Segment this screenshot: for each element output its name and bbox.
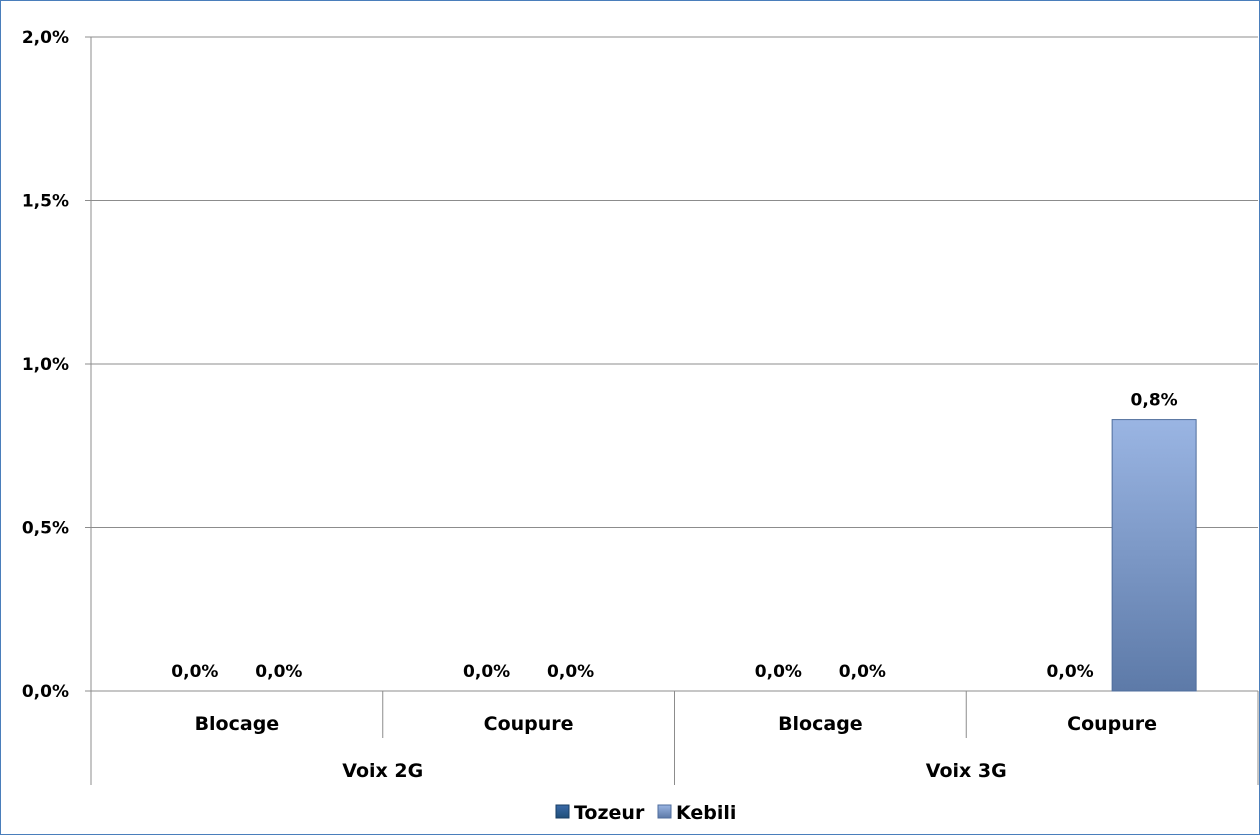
category-axis: Blocage Coupure Blocage Coupure Voix 2G Voix … [90, 691, 1259, 785]
legend-swatch-tozeur [555, 804, 570, 819]
group-label: Voix 3G [926, 760, 1007, 782]
data-label: 0,0% [171, 662, 218, 682]
data-label: 0,0% [463, 662, 510, 682]
legend-label-kebili: Kebili [676, 802, 736, 824]
group-label: Voix 2G [342, 760, 423, 782]
y-tick-label: 0,5% [22, 519, 69, 539]
y-tick-label: 0,0% [22, 682, 69, 702]
data-labels: 0,0% 0,0% 0,0% 0,0% 0,0% 0,0% 0,0% 0,8% [171, 391, 1177, 682]
y-tick-label: 1,5% [22, 192, 69, 212]
axes: 0,0% 0,5% 1,0% 1,5% 2,0% [22, 28, 1258, 702]
data-label: 0,0% [755, 662, 802, 682]
category-label: Coupure [1067, 713, 1157, 735]
data-label: 0,0% [839, 662, 886, 682]
y-tick-label: 2,0% [22, 28, 69, 48]
legend-swatch-kebili [657, 804, 672, 819]
data-label: 0,0% [547, 662, 594, 682]
legend: Tozeur Kebili [555, 802, 736, 824]
data-label: 0,8% [1131, 391, 1178, 411]
category-label: Blocage [778, 713, 863, 735]
y-tick-label: 1,0% [22, 355, 69, 375]
gridlines [91, 36, 1258, 528]
data-label: 0,0% [1047, 662, 1094, 682]
category-label: Coupure [484, 713, 574, 735]
bar-kebili [1111, 419, 1197, 692]
bars [1111, 419, 1197, 692]
legend-label-tozeur: Tozeur [574, 802, 645, 824]
data-label: 0,0% [255, 662, 302, 682]
category-label: Blocage [195, 713, 280, 735]
